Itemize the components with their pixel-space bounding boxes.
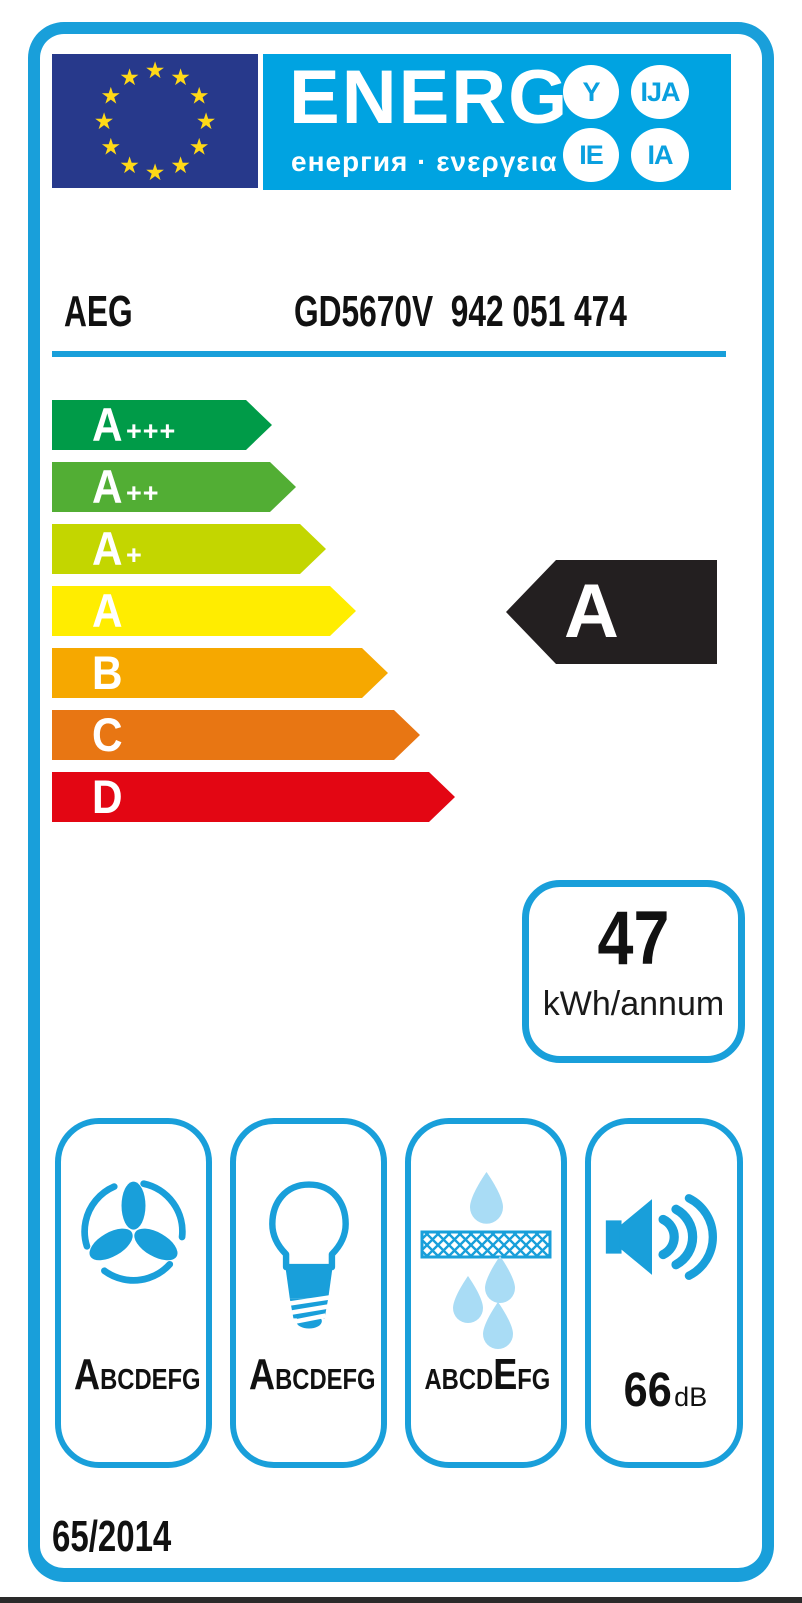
suffix-circle-ija: IJA xyxy=(631,65,689,119)
brand-name: AEG xyxy=(64,287,133,336)
eu-flag-stars: ★ ★ ★ ★ ★ ★ ★ ★ ★ ★ ★ ★ xyxy=(52,54,258,188)
energ-logo-text: ENERG xyxy=(289,55,570,140)
noise-box: 66dB xyxy=(585,1118,743,1468)
annual-energy-value: 47 xyxy=(597,896,670,981)
page-bottom-edge xyxy=(0,1597,802,1603)
model-number: GD5670V 942 051 474 xyxy=(294,287,627,336)
rating-arrow: A xyxy=(506,560,717,664)
noise-unit: dB xyxy=(674,1382,708,1412)
noise-icon xyxy=(591,1186,737,1293)
eu-star: ★ xyxy=(188,133,210,160)
annual-energy-box: 47 kWh/annum xyxy=(522,880,745,1063)
lighting-efficiency-box: ABCDEFG xyxy=(230,1118,387,1468)
noise-value: 66 xyxy=(623,1364,672,1417)
lighting-efficiency-scale: ABCDEFG xyxy=(249,1350,376,1399)
suffix-circle-ie: IE xyxy=(563,128,619,182)
eu-star: ★ xyxy=(144,159,166,185)
eu-star: ★ xyxy=(93,108,115,134)
header-divider xyxy=(52,351,726,357)
annual-energy-unit: kWh/annum xyxy=(542,985,725,1023)
suffix-circle-y: Y xyxy=(563,65,619,119)
class-arrow-b: B xyxy=(52,648,388,698)
energ-banner: ENERG енергия · ενεργεια Y IJA IE IA xyxy=(263,54,731,190)
fan-efficiency-scale: ABCDEFG xyxy=(74,1350,201,1399)
grease-filter-icon xyxy=(411,1168,561,1363)
fan-efficiency-box: ABCDEFG xyxy=(55,1118,212,1468)
grease-filter-scale: ABCDEFG xyxy=(424,1350,551,1399)
eu-star: ★ xyxy=(170,63,191,90)
class-arrow-d: D xyxy=(52,772,455,822)
grease-filter-box: ABCDEFG xyxy=(405,1118,567,1468)
energ-logo-subtitle: енергия · ενεργεια xyxy=(291,146,558,177)
eu-star: ★ xyxy=(119,152,140,179)
suffix-circle-ia: IA xyxy=(631,128,689,182)
eu-star: ★ xyxy=(100,133,122,160)
noise-value-label: 66dB xyxy=(591,1363,737,1418)
language-suffix-circles: Y IJA IE IA xyxy=(563,65,689,182)
eu-star: ★ xyxy=(188,82,210,109)
eu-star: ★ xyxy=(144,57,166,83)
regulation-number: 65/2014 xyxy=(52,1512,172,1561)
class-arrow-a++: A ++ xyxy=(52,462,296,512)
class-arrow-c: C xyxy=(52,710,420,760)
eu-star: ★ xyxy=(195,108,217,134)
class-arrow-a+++: A +++ xyxy=(52,400,272,450)
eu-star: ★ xyxy=(119,63,140,90)
eu-star: ★ xyxy=(170,152,191,179)
class-arrow-a+: A + xyxy=(52,524,326,574)
eu-star: ★ xyxy=(100,82,122,109)
bulb-icon xyxy=(236,1176,381,1343)
class-arrow-a: A xyxy=(52,586,356,636)
fan-icon xyxy=(61,1174,206,1294)
eu-flag: ★ ★ ★ ★ ★ ★ ★ ★ ★ ★ ★ ★ xyxy=(52,54,258,188)
rating-grade: A xyxy=(564,569,619,654)
